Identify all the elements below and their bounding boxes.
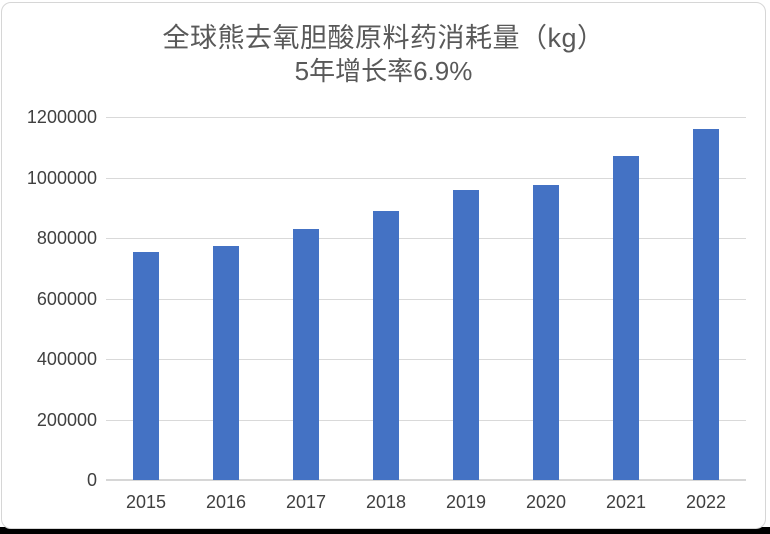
x-tick-label: 2022: [685, 492, 727, 512]
gridline: [106, 419, 746, 421]
x-tick-label: 2018: [365, 492, 407, 512]
y-tick-label: 200000: [36, 409, 97, 430]
x-tick-label: 2015: [125, 492, 167, 512]
bar-2016: [213, 246, 239, 480]
bar-2022: [693, 129, 719, 480]
plot-area: [106, 117, 746, 481]
y-tick-label: 400000: [36, 349, 97, 369]
x-tick-label: 2019: [445, 492, 487, 512]
x-tick-label: 2021: [605, 492, 647, 512]
y-tick-label: 0: [86, 470, 97, 490]
bar-2020: [533, 185, 559, 480]
gridline: [106, 117, 746, 118]
gridline: [106, 359, 746, 360]
bar-2015: [133, 252, 159, 480]
y-tick-label: 800000: [36, 228, 97, 248]
chart-subtitle: 5年增长率6.9%: [294, 56, 473, 86]
chart-title: 全球熊去氧胆酸原料药消耗量（kg）: [162, 23, 605, 53]
bar-2018: [373, 211, 399, 480]
x-axis-line: [106, 479, 746, 481]
y-tick-label: 1200000: [26, 107, 97, 127]
x-tick-label: 2016: [205, 492, 247, 512]
gridline: [106, 238, 746, 239]
gridline: [106, 298, 746, 300]
bar-2017: [293, 229, 319, 480]
x-tick-label: 2017: [285, 492, 327, 512]
y-tick-label: 1000000: [26, 167, 97, 188]
chart-title-block: 全球熊去氧胆酸原料药消耗量（kg） 5年增长率6.9%: [2, 21, 765, 87]
bar-2021: [613, 156, 639, 480]
y-tick-label: 600000: [36, 288, 97, 309]
gridline: [106, 177, 746, 179]
x-tick-label: 2020: [525, 492, 567, 512]
bottom-background-strip: [0, 527, 770, 534]
bar-2019: [453, 190, 479, 480]
